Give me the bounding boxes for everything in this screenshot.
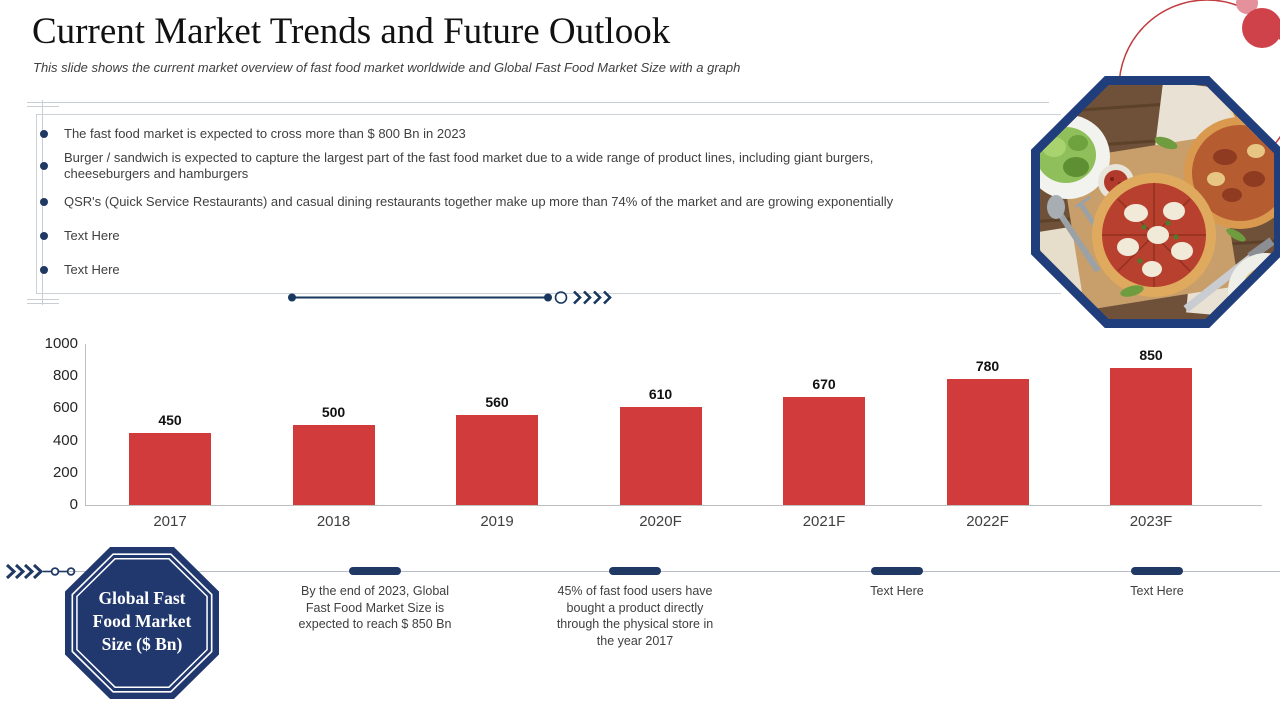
bullet-item: Text Here [40, 262, 120, 278]
y-axis-tick-label: 0 [69, 496, 78, 513]
timeline-item-text: Text Here [1130, 584, 1184, 598]
bullet-icon [40, 162, 48, 170]
bar-2021F [783, 397, 865, 505]
timeline-item-text: By the end of 2023, Global Fast Food Mar… [298, 584, 452, 631]
bar-value-label: 780 [975, 358, 1000, 375]
bullet-item: Burger / sandwich is expected to capture… [40, 150, 934, 182]
y-axis-tick-label: 400 [52, 431, 78, 449]
bar-2017 [129, 432, 211, 505]
timeline-marker [609, 567, 661, 575]
bullet-icon [40, 266, 48, 274]
bar-value-label: 610 [648, 385, 673, 402]
bracket-top-line [27, 102, 1049, 103]
photo-octagon-frame [1031, 76, 1280, 328]
bracket-bottom-cap1 [27, 299, 59, 300]
bullet-text: Text Here [64, 262, 120, 277]
timeline-marker [1131, 567, 1183, 575]
x-axis-category-label: 2022F [966, 513, 1009, 530]
timeline-item-text: Text Here [870, 584, 924, 598]
bar-value-label: 670 [812, 376, 836, 393]
bullet-icon [40, 130, 48, 138]
page-title: Current Market Trends and Future Outlook [32, 11, 671, 52]
bracket-top-cap [27, 106, 59, 107]
bar-value-label: 560 [485, 393, 509, 410]
bar-2019 [456, 414, 538, 505]
bullet-text: QSR's (Quick Service Restaurants) and ca… [64, 194, 894, 209]
timeline-start-decoration [5, 563, 76, 580]
x-axis-category-label: 2023F [1129, 513, 1173, 530]
bracket-bottom-cap2 [27, 303, 59, 304]
bullet-text: Burger / sandwich is expected to capture… [64, 150, 874, 181]
y-axis-tick-label: 800 [52, 367, 78, 385]
x-axis-category-label: 2017 [153, 513, 187, 530]
food-photo [1040, 85, 1274, 319]
bar-value-label: 450 [158, 411, 182, 428]
bullet-item: Text Here [40, 228, 120, 244]
timeline-line [60, 571, 1280, 572]
timeline-item-text: 45% of fast food users have bought a pro… [556, 584, 714, 648]
x-axis-category-label: 2018 [316, 513, 351, 530]
red-dot-decoration [1242, 8, 1280, 48]
bar-2018 [292, 424, 375, 505]
timeline-marker [871, 567, 923, 575]
bullet-text: The fast food market is expected to cros… [64, 126, 466, 141]
y-axis-tick-label: 1000 [44, 335, 78, 352]
timeline-marker [349, 567, 401, 575]
connector-arrow-decoration [288, 290, 612, 305]
bar-2023F [1110, 368, 1192, 505]
y-axis-tick-label: 200 [52, 463, 78, 481]
bar-2020F [619, 406, 702, 505]
y-axis-tick-label: 600 [52, 399, 78, 417]
bullet-item: The fast food market is expected to cros… [40, 126, 466, 142]
bar-value-label: 850 [1139, 347, 1163, 364]
x-axis-line [85, 505, 1262, 506]
bullet-item: QSR's (Quick Service Restaurants) and ca… [40, 194, 893, 210]
bar-2022F [946, 379, 1029, 505]
page-subtitle: This slide shows the current market over… [33, 60, 741, 75]
x-axis-category-label: 2021F [802, 513, 846, 530]
x-axis-category-label: 2019 [480, 513, 514, 530]
bullet-icon [40, 198, 48, 206]
badge-label: Global Fast Food Market Size ($ Bn) [92, 588, 192, 654]
bullet-icon [40, 232, 48, 240]
x-axis-category-label: 2020F [639, 513, 682, 530]
bar-value-label: 500 [321, 403, 346, 420]
y-axis-line [85, 344, 86, 505]
bullet-text: Text Here [64, 228, 120, 243]
bullet-box [36, 114, 1061, 294]
badge-octagon: Global Fast Food Market Size ($ Bn) [65, 547, 219, 699]
